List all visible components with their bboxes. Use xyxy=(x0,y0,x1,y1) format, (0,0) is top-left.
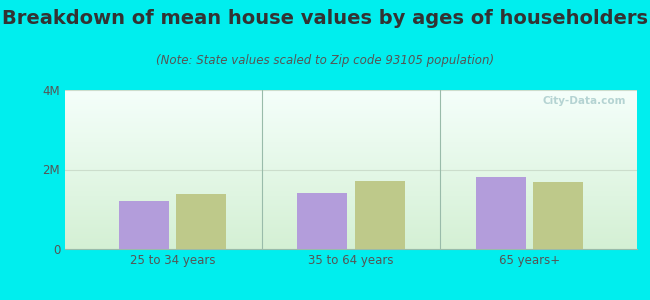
Bar xyxy=(355,181,404,249)
Bar xyxy=(298,193,347,249)
Text: Breakdown of mean house values by ages of householders: Breakdown of mean house values by ages o… xyxy=(2,9,648,28)
Bar xyxy=(476,177,526,249)
Legend: Zip code 93105, California: Zip code 93105, California xyxy=(246,299,456,300)
Bar xyxy=(176,194,226,249)
Text: (Note: State values scaled to Zip code 93105 population): (Note: State values scaled to Zip code 9… xyxy=(156,54,494,67)
Text: City-Data.com: City-Data.com xyxy=(542,96,625,106)
Bar xyxy=(534,182,584,249)
Bar xyxy=(118,201,169,249)
